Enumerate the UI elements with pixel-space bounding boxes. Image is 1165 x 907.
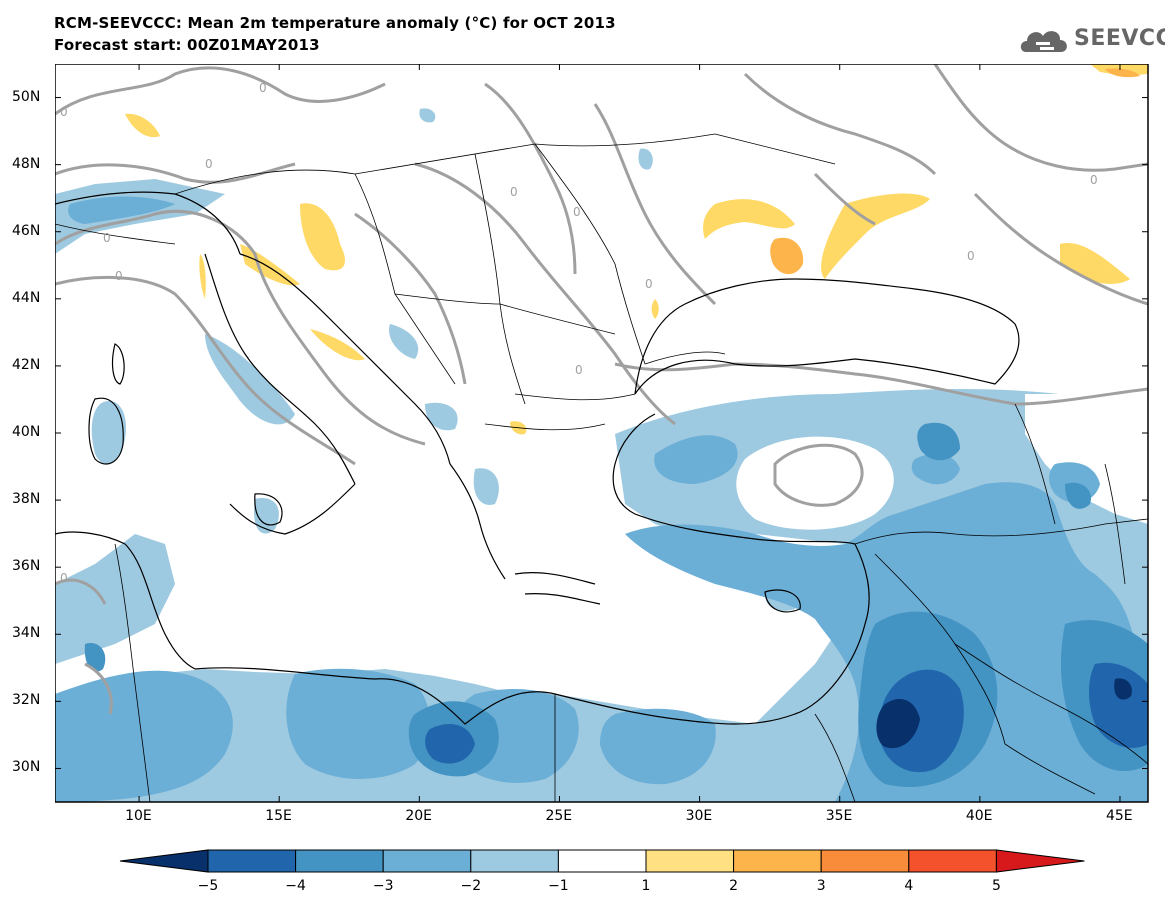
anomaly-fill-hot <box>770 68 1140 275</box>
lon-label: 45E <box>1105 808 1133 824</box>
svg-text:0: 0 <box>205 157 213 171</box>
svg-text:0: 0 <box>115 269 123 283</box>
borders <box>55 133 1148 802</box>
colorbar-max-arrow <box>995 849 1085 873</box>
lat-label: 32N <box>12 692 41 709</box>
colorbar-box <box>908 849 997 873</box>
logo-text: SEEVCCC <box>1074 26 1165 51</box>
svg-text:0: 0 <box>1090 173 1098 187</box>
lon-label: 10E <box>125 808 152 824</box>
svg-text:0: 0 <box>645 277 653 291</box>
anomaly-fill-extreme <box>876 678 1132 749</box>
lat-label: 44N <box>12 289 41 306</box>
seevccc-logo: SEEVCCC <box>1018 22 1165 56</box>
zero-contours <box>55 64 1148 715</box>
page-title: RCM-SEEVCCC: Mean 2m temperature anomaly… <box>54 14 616 32</box>
colorbar-box <box>295 849 384 873</box>
colorbar-tick-label: −5 <box>198 878 219 894</box>
coastlines <box>55 191 1020 725</box>
colorbar-tick-label: −2 <box>460 878 481 894</box>
svg-text:0: 0 <box>510 185 518 199</box>
lat-label: 30N <box>12 759 41 776</box>
lat-label: 38N <box>12 491 41 508</box>
longitude-axis <box>138 64 1121 802</box>
svg-text:0: 0 <box>60 105 68 119</box>
latitude-axis <box>55 97 1148 769</box>
colorbar-tick-label: −4 <box>285 878 306 894</box>
colorbar-box <box>470 849 559 873</box>
svg-text:0: 0 <box>573 205 581 219</box>
lat-label: 46N <box>12 222 41 239</box>
lat-label: 48N <box>12 155 41 172</box>
colorbar: −5 −4 −3 −2 −1 1 2 3 4 5 <box>119 849 1085 894</box>
colorbar-ticks: −5 −4 −3 −2 −1 1 2 3 4 5 <box>198 878 1001 894</box>
forecast-start: Forecast start: 00Z01MAY2013 <box>54 36 320 54</box>
lat-label: 50N <box>12 88 41 105</box>
colorbar-boxes <box>119 849 1085 873</box>
colorbar-tick-label: 5 <box>992 878 1001 894</box>
svg-text:0: 0 <box>575 363 583 377</box>
lat-label: 40N <box>12 424 41 440</box>
lat-label: 36N <box>12 558 41 575</box>
svg-text:0: 0 <box>103 231 111 245</box>
colorbar-tick-label: 2 <box>729 878 738 894</box>
cloud-icon <box>1020 31 1067 52</box>
lon-label: 15E <box>265 808 292 824</box>
svg-text:0: 0 <box>60 571 68 585</box>
colorbar-box <box>382 849 472 873</box>
colorbar-tick-label: −3 <box>373 878 394 894</box>
colorbar-box <box>645 849 735 873</box>
colorbar-min-arrow <box>119 849 209 873</box>
lon-label: 35E <box>825 808 853 824</box>
colorbar-box <box>733 849 822 873</box>
anomaly-map: 0 0 0 0 0 0 0 0 0 0 0 0 <box>55 64 1149 803</box>
contour-labels: 0 0 0 0 0 0 0 0 0 0 0 0 <box>60 81 1098 585</box>
colorbar-tick-label: 4 <box>904 878 913 894</box>
lon-label: 20E <box>405 808 432 824</box>
colorbar-tick-label: 3 <box>817 878 826 894</box>
colorbar-box <box>557 849 647 873</box>
colorbar-box <box>820 849 910 873</box>
lon-label: 40E <box>965 808 993 824</box>
lon-label: 25E <box>545 808 573 824</box>
svg-text:0: 0 <box>967 249 975 263</box>
lat-label: 34N <box>12 625 41 642</box>
colorbar-box <box>207 849 297 873</box>
lat-label: 42N <box>12 356 41 373</box>
colorbar-tick-label: 1 <box>642 878 651 894</box>
colorbar-tick-label: −1 <box>548 878 569 894</box>
lon-label: 30E <box>685 808 713 824</box>
svg-text:0: 0 <box>259 81 267 95</box>
